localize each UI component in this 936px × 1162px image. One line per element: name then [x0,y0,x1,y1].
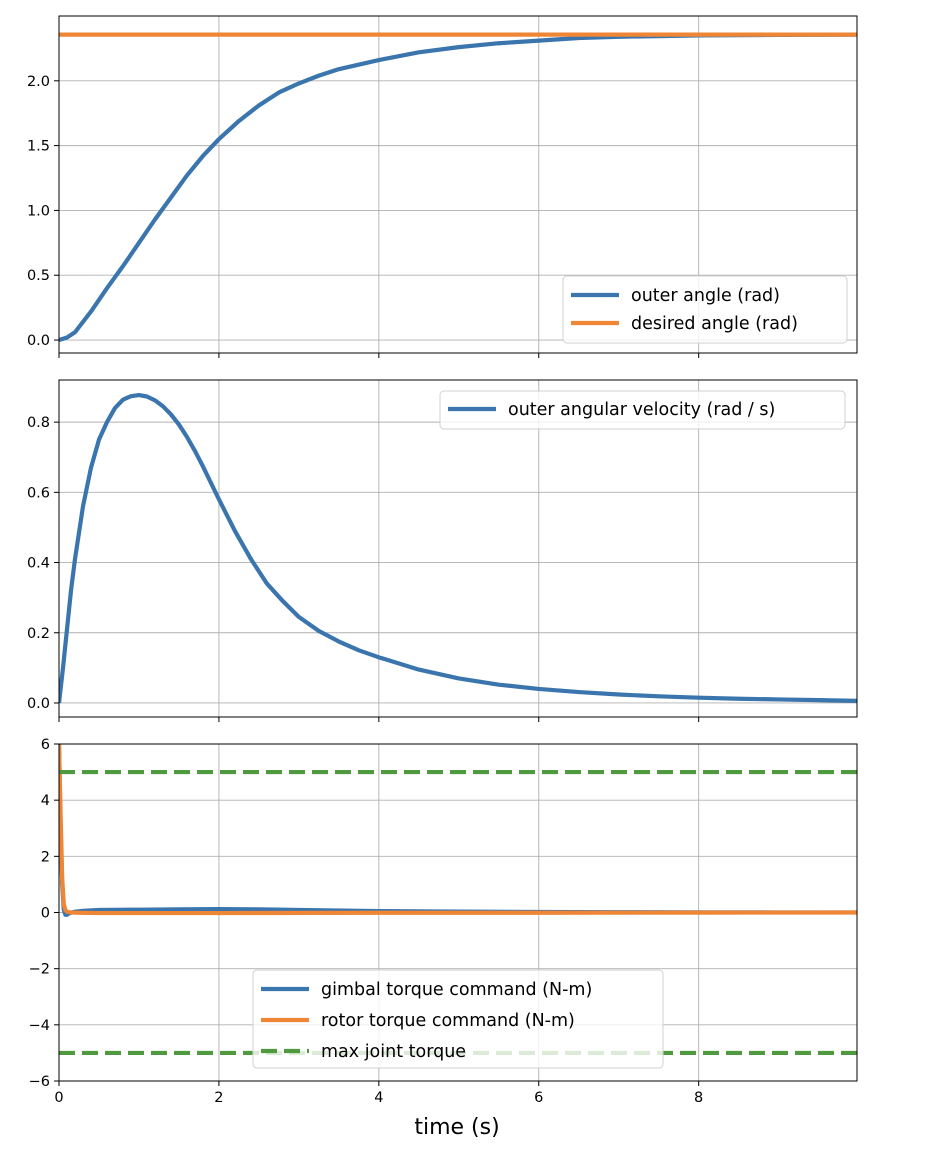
y-tick-label: 0.4 [27,556,50,572]
x-axis-label: time (s) [414,1115,499,1140]
legend-box [252,969,664,1069]
y-tick-label: −2 [29,962,50,978]
y-tick-label: 0.8 [27,415,50,431]
axes-frame [58,379,858,718]
y-tick-label: 0.5 [27,268,50,284]
x-tick-label: 4 [374,1090,383,1106]
legend: gimbal torque command (N-m) rotor torque … [252,969,664,1069]
y-tick-label: 2 [41,849,50,865]
y-tick-label: 0 [41,906,50,922]
angular-velocity-subplot: 0.0 0.2 0.4 0.6 0.8 outer angular velocity (r… [27,379,858,722]
y-tick-label: 0.0 [27,696,50,712]
x-tick-label: 2 [214,1090,223,1106]
y-tick-label: −6 [29,1074,50,1090]
y-tick-label: 1.5 [27,139,50,155]
y-tick-label: 0.6 [27,485,50,501]
legend: outer angular velocity (rad / s) [439,390,846,430]
legend-label: desired angle (rad) [631,314,798,334]
angle-subplot: 0.0 0.5 1.0 1.5 2.0 outer angle (rad) desired … [27,15,858,358]
legend: outer angle (rad) desired angle (rad) [562,275,848,344]
legend-label: max joint torque [321,1042,466,1062]
y-tick-label: 1.0 [27,203,50,219]
y-tick-label: −4 [29,1018,50,1034]
plot-area [59,380,857,717]
legend-label: outer angle (rad) [631,286,780,306]
axes-frame [58,15,858,354]
legend-label: gimbal torque command (N-m) [321,980,592,1000]
y-tick-label: 0.0 [27,333,50,349]
torque-subplot: −6 −4 −2 0 2 4 6 0 2 4 6 8 gimbal torque command (N-… [29,737,858,1106]
y-tick-label: 2.0 [27,74,50,90]
series-line [59,744,857,916]
series-line [59,392,857,704]
y-tick-label: 4 [41,793,50,809]
y-tick-label: 6 [41,737,50,753]
x-tick-label: 0 [54,1090,63,1106]
y-tick-label: 0.2 [27,626,50,642]
legend-label: rotor torque command (N-m) [321,1011,575,1031]
x-tick-label: 8 [694,1090,703,1106]
x-tick-label: 6 [534,1090,543,1106]
legend-box [439,390,846,430]
legend-label: outer angular velocity (rad / s) [508,400,775,420]
legend-box [562,275,848,344]
